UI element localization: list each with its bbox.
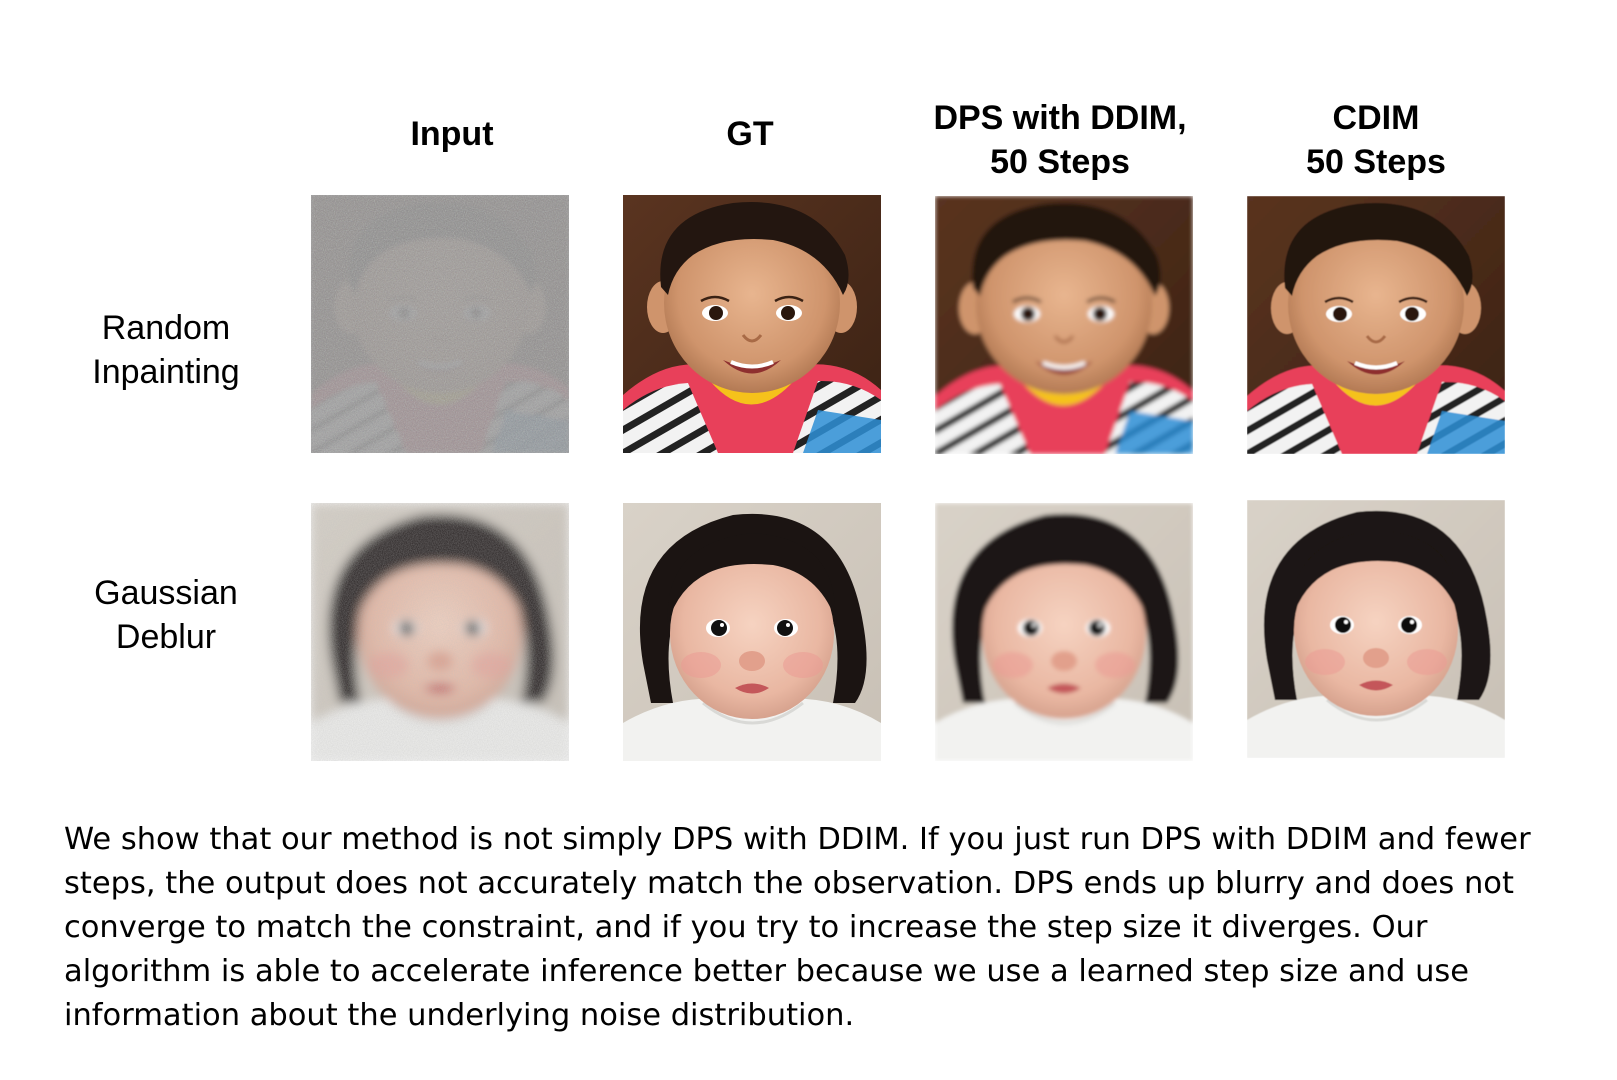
image-gaussian-deblur-input: [311, 503, 569, 761]
image-random-inpainting-cdim: [1247, 196, 1505, 454]
caption-paragraph: We show that our method is not simply DP…: [64, 822, 1531, 1033]
column-header-cdim: CDIM 50 Steps: [1306, 99, 1446, 181]
image-random-inpainting-gt: [623, 195, 881, 453]
row-label-random-inpainting: Random Inpainting: [92, 309, 240, 391]
column-header-gt: GT: [726, 115, 774, 153]
image-gaussian-deblur-cdim: [1247, 500, 1505, 758]
image-gaussian-deblur-gt: [623, 503, 881, 761]
column-header-input: Input: [410, 115, 494, 153]
column-header-dps-ddim: DPS with DDIM, 50 Steps: [933, 99, 1187, 181]
image-random-inpainting-dps-ddim: [935, 196, 1193, 454]
row-label-gaussian-deblur: Gaussian Deblur: [94, 574, 238, 656]
image-random-inpainting-input: [311, 195, 569, 453]
image-gaussian-deblur-dps-ddim: [935, 503, 1193, 761]
